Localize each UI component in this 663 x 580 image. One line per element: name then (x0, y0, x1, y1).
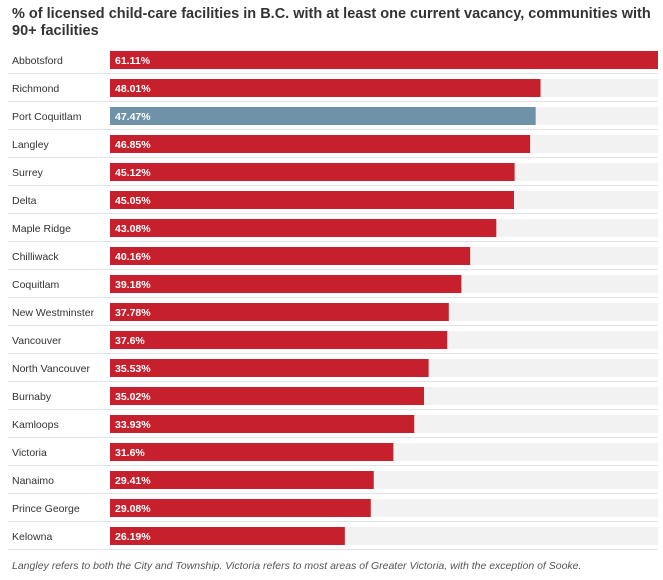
bar (110, 499, 371, 517)
data-label: 61.11% (115, 55, 151, 67)
bar (110, 331, 448, 349)
chart-footnote: Langley refers to both the City and Town… (12, 560, 582, 572)
category-label: Chilliwack (12, 251, 59, 263)
data-label: 29.08% (115, 503, 151, 515)
bar (110, 163, 515, 181)
bar (110, 303, 449, 321)
data-label: 35.53% (115, 363, 151, 375)
bar (110, 219, 497, 237)
bar-chart: Abbotsford 61.11% Richmond 48.01% Port Coqui… (8, 51, 658, 550)
data-label: 46.85% (115, 139, 151, 151)
category-label: Nanaimo (12, 475, 54, 487)
data-label: 35.02% (115, 391, 151, 403)
bar (110, 247, 471, 265)
bar (110, 471, 374, 489)
category-label: Delta (12, 195, 37, 207)
category-label: Surrey (12, 167, 44, 179)
category-label: Langley (12, 139, 50, 151)
bar (110, 387, 425, 405)
data-label: 40.16% (115, 251, 151, 263)
category-label: Burnaby (12, 391, 52, 403)
bar (110, 415, 415, 433)
data-label: 47.47% (115, 111, 151, 123)
category-label: Coquitlam (12, 279, 60, 291)
bar (110, 135, 531, 153)
bar (110, 107, 536, 125)
category-label: Victoria (12, 447, 47, 459)
data-label: 37.78% (115, 307, 151, 319)
bar (110, 79, 541, 97)
category-label: Vancouver (12, 335, 62, 347)
data-label: 48.01% (115, 83, 151, 95)
bar (110, 51, 658, 69)
category-label: Richmond (12, 83, 59, 95)
category-label: New Westminster (12, 307, 95, 319)
bar (110, 191, 514, 209)
data-label: 45.05% (115, 195, 151, 207)
data-label: 33.93% (115, 419, 151, 431)
bar (110, 359, 429, 377)
data-label: 39.18% (115, 279, 151, 291)
category-label: Maple Ridge (12, 223, 71, 235)
data-label: 26.19% (115, 531, 151, 543)
category-label: Kamloops (12, 419, 59, 431)
category-label: Abbotsford (12, 55, 63, 67)
bar (110, 443, 394, 461)
category-label: Port Coquitlam (12, 111, 82, 123)
data-label: 29.41% (115, 475, 151, 487)
bar (110, 527, 345, 545)
data-label: 37.6% (115, 335, 145, 347)
data-label: 45.12% (115, 167, 151, 179)
category-label: Kelowna (12, 531, 52, 543)
chart-title: % of licensed child-care facilities in B… (12, 6, 651, 39)
category-label: North Vancouver (12, 363, 91, 375)
data-label: 43.08% (115, 223, 151, 235)
bar (110, 275, 462, 293)
category-label: Prince George (12, 503, 80, 515)
data-label: 31.6% (115, 447, 145, 459)
